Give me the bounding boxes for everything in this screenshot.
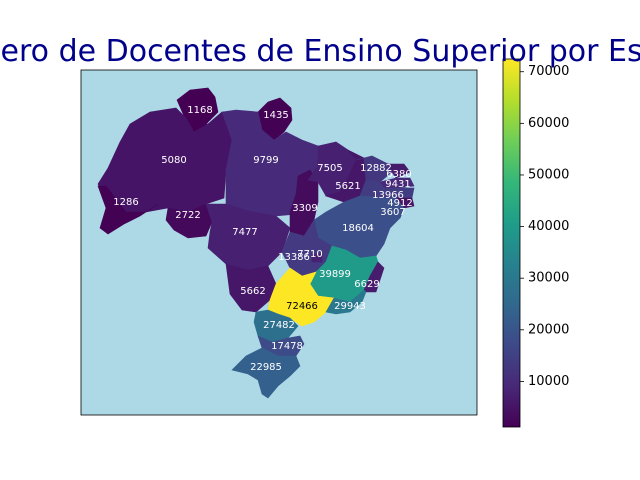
colorbar-tick-label: 10000 (528, 374, 569, 389)
state-label-pr: 27482 (263, 320, 295, 331)
state-label-am: 5080 (161, 155, 186, 166)
state-label-ap: 1435 (263, 110, 288, 121)
state-label-pb: 9431 (385, 179, 410, 190)
state-label-df: 7710 (297, 249, 322, 260)
state-ro (165, 203, 213, 239)
state-label-pa: 9799 (253, 155, 278, 166)
state-label-ro: 2722 (175, 210, 200, 221)
chart-title: Número de Docentes de Ensino Superior po… (0, 34, 640, 69)
state-labels-layer: 1168 1435 5080 9799 1286 2722 7477 3309 7505 5621… (113, 105, 412, 373)
state-label-rj: 29943 (334, 301, 366, 312)
state-pr (253, 309, 299, 343)
state-label-sp: 72466 (286, 301, 318, 312)
state-label-pi: 5621 (335, 181, 360, 192)
map-frame (80, 69, 478, 416)
state-label-mg: 39899 (319, 269, 351, 280)
state-ce (355, 155, 393, 183)
state-label-ce: 12882 (360, 163, 392, 174)
state-label-se: 3607 (380, 207, 405, 218)
colorbar (502, 58, 521, 428)
state-label-ac: 1286 (113, 197, 138, 208)
colorbar-tick-label: 70000 (528, 64, 569, 79)
states-layer (97, 87, 415, 399)
state-label-es: 6629 (354, 279, 379, 290)
state-label-pe: 13966 (372, 190, 404, 201)
state-label-mt: 7477 (232, 227, 257, 238)
state-label-rn: 6380 (386, 169, 411, 180)
state-label-to: 3309 (292, 203, 317, 214)
state-label-sc: 17478 (271, 341, 303, 352)
colorbar-tick-label: 20000 (528, 322, 569, 337)
state-label-go: 13386 (278, 252, 310, 263)
colorbar-tick-label: 30000 (528, 271, 569, 286)
state-rs (231, 347, 301, 399)
state-label-rs: 22985 (250, 362, 282, 373)
state-label-ba: 18604 (342, 223, 374, 234)
colorbar-ticks: 10000 20000 30000 40000 50000 60000 70000 (520, 64, 569, 389)
state-label-ms: 5662 (240, 286, 265, 297)
state-label-al: 4912 (387, 198, 412, 209)
state-label-ma: 7505 (317, 163, 342, 174)
colorbar-tick-label: 60000 (528, 116, 569, 131)
state-label-rr: 1168 (187, 105, 212, 116)
colorbar-tick-label: 40000 (528, 219, 569, 234)
state-df (311, 253, 323, 263)
state-rn (387, 163, 411, 179)
state-ac (97, 185, 159, 235)
state-rj (325, 289, 367, 315)
colorbar-tick-label: 50000 (528, 167, 569, 182)
